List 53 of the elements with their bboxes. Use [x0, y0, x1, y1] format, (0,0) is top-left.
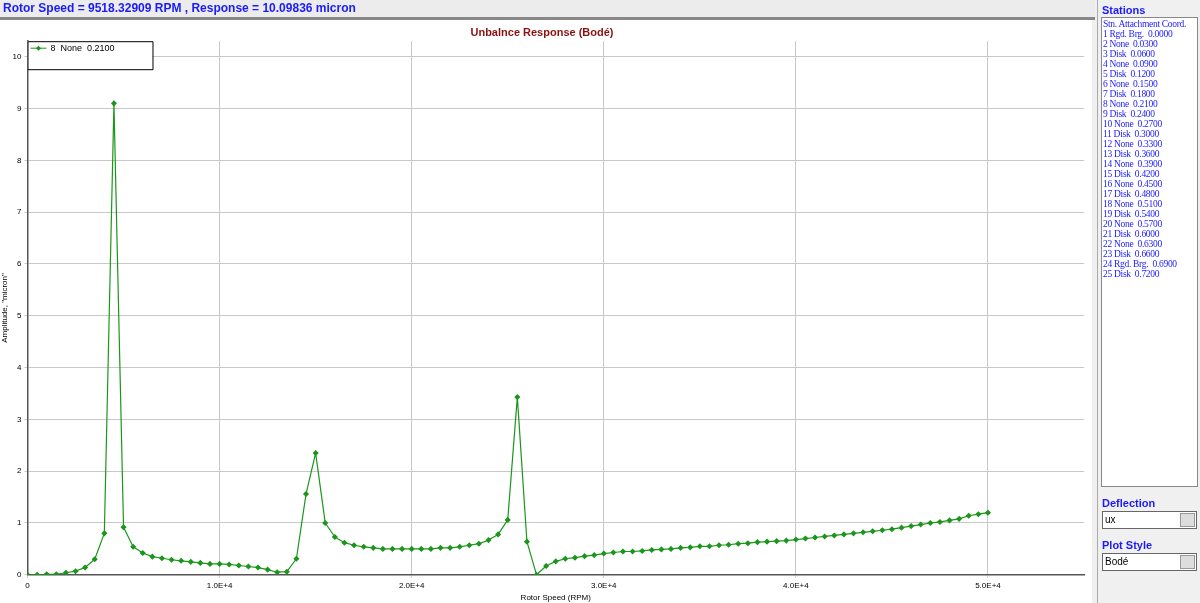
text: 3 Disk 0.0600 [1103, 49, 1156, 59]
text: 9 Disk 0.2400 [1103, 109, 1156, 119]
text: 20 None 0.5700 [1103, 219, 1163, 229]
text: ux [1102, 511, 1197, 529]
text: 5 Disk 0.1200 [1103, 69, 1156, 79]
text: Stn. Attachment Coord. [1103, 19, 1188, 29]
x-axis-title: Rotor Speed (RPM) [520, 593, 592, 603]
text: 4 None 0.0900 [1103, 59, 1159, 69]
text: Stations [1102, 4, 1147, 16]
text: Deflection [1102, 497, 1157, 509]
x-tick-label: 1.0E+4 [206, 580, 233, 590]
y-tick-label: 0 [17, 570, 23, 579]
text: 22 None 0.6300 [1103, 239, 1163, 249]
text: 24 Rgd. Brg. 0.6900 [1103, 259, 1178, 269]
text: 18 None 0.5100 [1103, 199, 1163, 209]
y-axis-title: Amplitude, "micron" [0, 272, 9, 343]
text: Plot Style [1102, 539, 1154, 551]
text: 11 Disk 0.3000 [1103, 129, 1160, 139]
text: 14 None 0.3900 [1103, 159, 1163, 169]
x-tick-label: 2.0E+4 [398, 580, 426, 590]
text: 16 None 0.4500 [1103, 179, 1163, 189]
chart-title: Unbalnce Response (Bodé) [470, 25, 614, 38]
y-tick-label: 3 [17, 414, 23, 424]
y-tick-label: 6 [17, 259, 23, 269]
text: 23 Disk 0.6600 [1103, 249, 1161, 259]
y-tick-label: 8 [17, 155, 23, 165]
x-tick-label: 0 [25, 580, 31, 590]
legend-label: 8 None 0.2100 [50, 42, 115, 53]
x-tick-label: 5.0E+4 [975, 580, 1002, 590]
y-tick-label: 7 [17, 207, 23, 217]
text: 19 Disk 0.5400 [1103, 209, 1161, 219]
text: 12 None 0.3300 [1103, 139, 1163, 149]
text: 2 None 0.0300 [1103, 39, 1159, 49]
x-tick-label: 3.0E+4 [590, 580, 618, 590]
text: 6 None 0.1500 [1103, 79, 1159, 89]
text: 25 Disk 0.7200 [1103, 269, 1161, 279]
y-tick-label: 4 [17, 362, 23, 372]
text: 13 Disk 0.3600 [1103, 149, 1161, 159]
text: 1 Rgd. Brg. 0.0000 [1103, 29, 1174, 39]
text: 21 Disk 0.6000 [1103, 229, 1161, 239]
x-tick-label: 4.0E+4 [783, 580, 810, 590]
text: 15 Disk 0.4200 [1103, 169, 1161, 179]
y-tick-label: 1 [17, 518, 23, 528]
y-tick-label: 9 [17, 103, 23, 113]
y-tick-label: 2 [17, 466, 23, 476]
text: 17 Disk 0.4800 [1103, 189, 1161, 199]
text: Bodé [1102, 553, 1197, 571]
y-tick-label: 5 [17, 310, 23, 320]
text: 8 None 0.2100 [1103, 99, 1159, 109]
y-tick-label: 10 [12, 51, 23, 61]
text: 10 None 0.2700 [1103, 119, 1163, 129]
text: Rotor Speed = 9518.32909 RPM , Response = 10.09836 micron [3, 1, 356, 15]
text: 7 Disk 0.1800 [1103, 89, 1156, 99]
